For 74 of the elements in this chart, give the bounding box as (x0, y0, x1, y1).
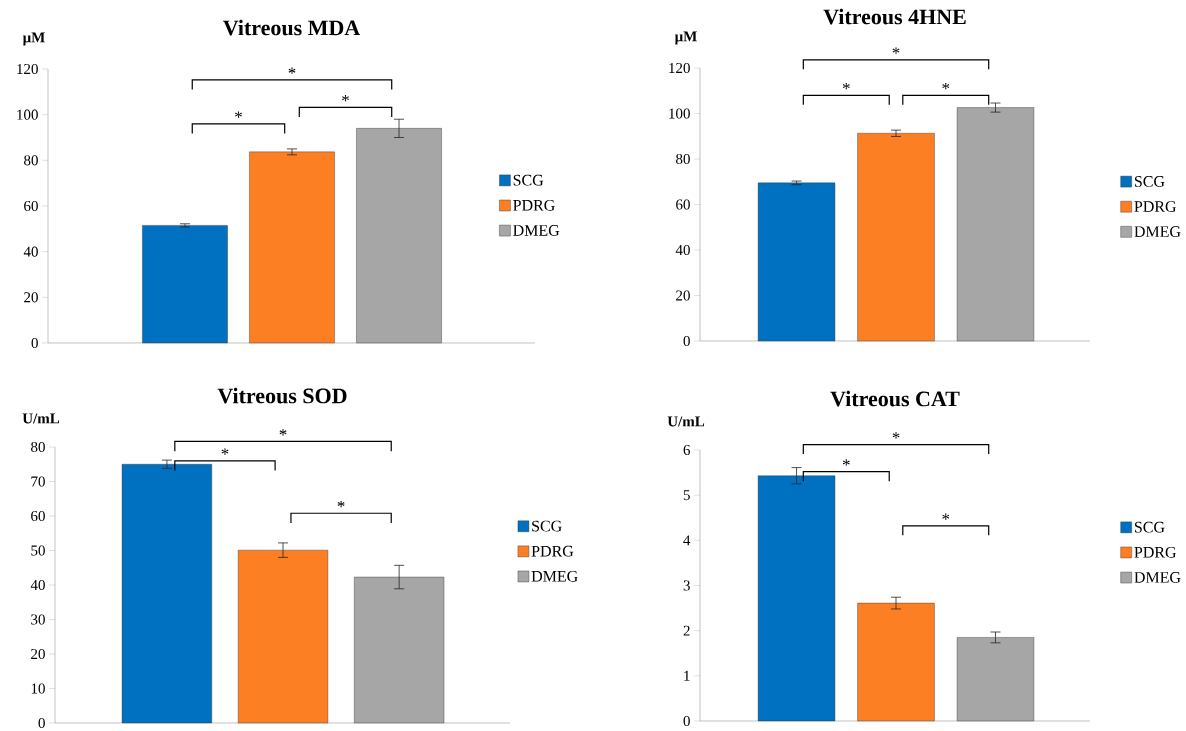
bar (956, 637, 1035, 721)
y-tick-label: 2 (683, 625, 690, 636)
annotation: * (942, 82, 950, 90)
annotation: * (337, 500, 345, 507)
annotation: * (842, 459, 850, 466)
chart-title: Vitreous CAT (830, 390, 960, 407)
y-tick-label: 0 (31, 337, 38, 348)
y-tick-label: 5 (683, 489, 690, 500)
bar (354, 576, 445, 723)
y-axis-title: μM (22, 32, 45, 46)
legend-label: SCG (1134, 175, 1165, 187)
legend-label: PDRG (531, 545, 574, 557)
chart-title: Vitreous MDA (223, 19, 361, 36)
y-axis-title: U/mL (667, 416, 705, 427)
y-tick-label: 0 (38, 717, 45, 728)
y-tick-label: 1 (684, 670, 690, 681)
bar (956, 107, 1035, 341)
annotation: * (288, 67, 296, 74)
y-tick-label: 3 (683, 580, 690, 591)
legend-label: DMEG (531, 570, 578, 582)
y-tick-label: 6 (683, 444, 691, 455)
y-tick-label: 120 (669, 62, 690, 73)
y-tick-label: 20 (24, 292, 38, 303)
annotation: * (942, 513, 950, 520)
y-tick-label: 120 (17, 63, 38, 74)
y-tick-label: 70 (31, 476, 45, 487)
y-tick-label: 40 (675, 244, 690, 255)
legend-label: DMEG (1134, 571, 1181, 583)
legend-label: DMEG (513, 224, 560, 236)
annotation: * (235, 111, 242, 118)
bar (757, 475, 836, 721)
bar (249, 151, 335, 343)
legend-label: SCG (1134, 521, 1165, 533)
y-tick-label: 0 (683, 715, 690, 726)
y-tick-label: 60 (31, 510, 45, 521)
annotation: * (342, 94, 349, 102)
annotation: * (842, 82, 850, 90)
bar (857, 132, 935, 341)
text: * (279, 428, 287, 436)
y-tick-label: 80 (31, 441, 45, 452)
bar (142, 225, 228, 343)
y-axis-title: U/mL (22, 413, 60, 424)
legend-label: DMEG (1134, 226, 1181, 237)
y-axis-title: μM (674, 31, 697, 45)
y-tick-label: 4 (683, 535, 691, 546)
bar (857, 602, 935, 721)
bar (237, 549, 329, 723)
y-tick-label: 60 (676, 199, 690, 210)
bar (356, 127, 442, 343)
y-tick-label: 50 (31, 545, 45, 556)
y-tick-label: 80 (24, 155, 38, 166)
chart-title: Vitreous SOD (217, 387, 347, 404)
y-tick-label: 100 (669, 108, 690, 119)
y-tick-label: 20 (676, 290, 690, 301)
y-tick-label: 0 (683, 335, 690, 346)
bar (121, 463, 212, 723)
text: * (892, 47, 900, 54)
y-tick-label: 30 (31, 614, 45, 625)
y-tick-label: 40 (30, 579, 45, 590)
text: * (892, 432, 900, 439)
bar (757, 182, 836, 341)
chart-title: Vitreous 4HNE (823, 8, 966, 25)
legend-label: PDRG (513, 199, 555, 211)
y-tick-label: 100 (17, 109, 38, 120)
legend-label: PDRG (1134, 546, 1177, 558)
y-tick-label: 10 (31, 683, 45, 694)
y-tick-label: 80 (676, 153, 690, 164)
y-tick-label: 40 (23, 246, 38, 257)
legend-label: SCG (513, 174, 544, 186)
y-tick-label: 60 (24, 200, 38, 211)
legend-label: SCG (532, 520, 562, 532)
legend-label: PDRG (1134, 200, 1177, 212)
annotation: * (221, 448, 229, 455)
y-tick-label: 20 (31, 648, 45, 659)
